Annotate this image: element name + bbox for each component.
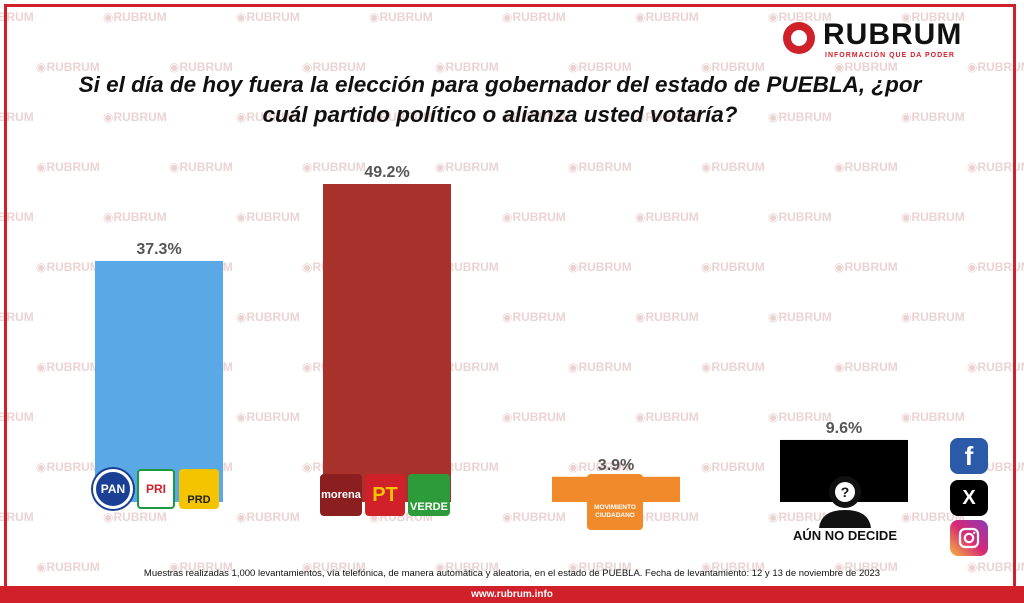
- bar-1: [95, 260, 223, 502]
- instagram-glyph: [958, 527, 980, 549]
- chart-title: Si el día de hoy fuera la elección para …: [78, 72, 922, 127]
- logo-wordmark: RUBRUM: [823, 18, 963, 51]
- value-label-4: 9.6%: [826, 420, 862, 437]
- pri-logo: PRI: [137, 469, 175, 509]
- undecided-label: AÚN NO DECIDE: [792, 528, 897, 543]
- website-footer[interactable]: www.rubrum.info: [0, 586, 1024, 603]
- undecided-person-icon: ?: [819, 476, 871, 528]
- facebook-icon[interactable]: f: [950, 438, 988, 474]
- svg-text:?: ?: [841, 484, 850, 500]
- mc-logo-line1: MOVIMIENTO: [594, 504, 636, 511]
- mc-logo: MOVIMIENTO CIUDADANO: [587, 474, 643, 530]
- pt-logo: PT: [365, 474, 405, 516]
- methodology-footnote: Muestras realizadas 1,000 levantamientos…: [143, 568, 881, 579]
- pan-logo: PAN: [93, 469, 133, 509]
- mc-logo-line2: CIUDADANO: [595, 512, 635, 519]
- morena-logo: morena: [320, 474, 362, 516]
- instagram-icon[interactable]: [950, 520, 988, 556]
- prd-logo: PRD: [179, 469, 219, 509]
- verde-logo: VERDE: [408, 474, 450, 516]
- rubrum-logo: RUBRUM INFORMACIÓN QUE DA PODER: [783, 18, 983, 60]
- x-icon[interactable]: X: [950, 480, 988, 516]
- value-label-1: 37.3%: [136, 241, 181, 258]
- bar-2: [323, 184, 451, 502]
- logo-target-icon: [783, 22, 815, 54]
- value-label-2: 49.2%: [364, 164, 409, 181]
- logo-tagline: INFORMACIÓN QUE DA PODER: [825, 52, 955, 59]
- value-label-3: 3.9%: [598, 457, 634, 474]
